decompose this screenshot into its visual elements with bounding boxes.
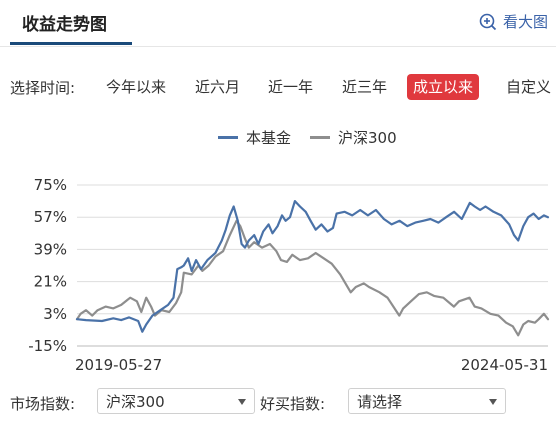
legend-swatch-fund <box>218 136 238 139</box>
y-tick-label: -15% <box>28 337 67 355</box>
market-index-select[interactable]: 沪深300 <box>97 388 255 414</box>
legend-label-index: 沪深300 <box>338 129 397 147</box>
series-line-fund <box>75 199 550 333</box>
return-trend-chart: 75% 57% 39% 21% 3% -15% 2019-05-27 2024-05-31 <box>28 176 550 374</box>
x-tick-label-start: 2019-05-27 <box>75 356 162 374</box>
x-tick-label-end: 2024-05-31 <box>461 356 548 374</box>
y-tick-label: 21% <box>34 273 67 291</box>
y-tick-label: 75% <box>34 176 67 194</box>
tab-three-years[interactable]: 近三年 <box>342 78 388 96</box>
title-underline <box>10 42 132 45</box>
tab-one-year[interactable]: 近一年 <box>268 78 314 96</box>
good-buy-index-select[interactable]: 请选择 <box>348 388 506 414</box>
chart-header: 收益走势图 看大图 <box>0 0 556 47</box>
index-selector-bar: 市场指数: 沪深300 好买指数: 请选择 <box>0 388 556 416</box>
legend-item-fund[interactable]: 本基金 <box>218 127 291 148</box>
view-large-chart-label: 看大图 <box>502 13 548 31</box>
series-line-index <box>75 219 550 337</box>
y-tick-label: 39% <box>34 240 67 258</box>
tab-custom[interactable]: 自定义 <box>506 78 552 96</box>
legend-swatch-index <box>310 136 330 139</box>
legend-item-index[interactable]: 沪深300 <box>310 127 397 148</box>
tab-since-inception[interactable]: 成立以来 <box>407 74 480 100</box>
page-title: 收益走势图 <box>22 15 107 35</box>
time-filter-bar: 选择时间: 今年以来 近六月 近一年 近三年 成立以来 自定义 <box>0 74 556 102</box>
market-index-label: 市场指数: <box>10 395 76 413</box>
view-large-chart-button[interactable]: 看大图 <box>479 11 548 32</box>
chart-legend: 本基金 沪深300 <box>0 127 556 147</box>
market-index-value: 沪深300 <box>106 393 165 411</box>
good-buy-index-label: 好买指数: <box>260 395 326 413</box>
time-filter-label: 选择时间: <box>10 79 76 97</box>
y-tick-label: 57% <box>34 208 67 226</box>
chevron-down-icon <box>489 399 497 405</box>
tab-six-months[interactable]: 近六月 <box>195 78 241 96</box>
tab-ytd[interactable]: 今年以来 <box>106 78 167 96</box>
chevron-down-icon <box>238 399 246 405</box>
good-buy-index-value: 请选择 <box>357 393 403 411</box>
zoom-in-icon <box>479 13 497 30</box>
legend-label-fund: 本基金 <box>246 129 292 147</box>
y-tick-label: 3% <box>43 305 67 323</box>
